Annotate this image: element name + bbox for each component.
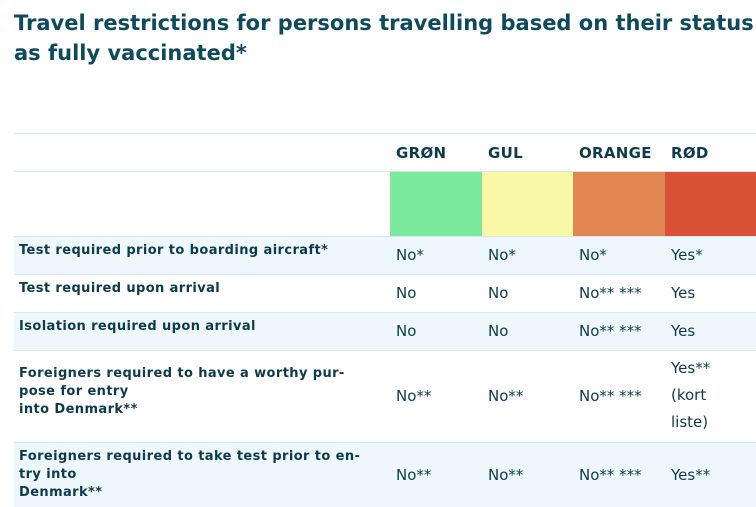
- row-value: No** ***: [579, 466, 642, 484]
- column-header-orange: ORANGE: [579, 144, 652, 162]
- table-row: Foreigners required to have a worthy pur…: [14, 350, 756, 442]
- row-value: No*: [579, 246, 607, 264]
- row-label-line: Foreigners required to have a worthy pur…: [19, 366, 345, 381]
- row-value: Yes: [671, 322, 696, 340]
- row-value: No** ***: [579, 387, 642, 405]
- row-value: No*: [396, 246, 424, 264]
- row-value: No: [488, 284, 509, 302]
- color-swatch-row: [14, 171, 756, 236]
- column-header-gul: GUL: [488, 144, 523, 162]
- row-value: Yes** (kort liste): [665, 351, 756, 442]
- row-value: No** ***: [579, 322, 642, 340]
- swatch-gul: [482, 172, 573, 236]
- column-header-gron: GRØN: [396, 144, 447, 162]
- row-value-line: Yes**: [671, 359, 711, 377]
- row-label: Test required prior to boarding aircraft…: [19, 243, 329, 258]
- row-label: Foreigners required to have a worthy pur…: [14, 351, 390, 442]
- row-label-line: pose for entry: [19, 384, 129, 399]
- column-header-rod: RØD: [671, 144, 709, 162]
- row-value: No: [396, 284, 417, 302]
- swatch-orange: [573, 172, 665, 236]
- row-value: No**: [488, 466, 524, 484]
- row-value-line: liste): [671, 413, 709, 431]
- row-value: No: [396, 322, 417, 340]
- page-title: Travel restrictions for persons travelli…: [14, 11, 754, 65]
- row-value: No**: [488, 387, 524, 405]
- row-value-line: (kort: [671, 386, 707, 404]
- swatch-rod: [665, 172, 756, 236]
- table-header-row: GRØN GUL ORANGE RØD: [14, 133, 756, 171]
- swatch-empty-cell: [14, 172, 390, 236]
- row-value: Yes: [671, 284, 696, 302]
- table-row: Isolation required upon arrival No No No…: [14, 312, 756, 350]
- row-label-line: Foreigners required to take test prior t…: [19, 449, 361, 464]
- table-row: Foreigners required to take test prior t…: [14, 442, 756, 507]
- table-row: Test required prior to boarding aircraft…: [14, 236, 756, 274]
- row-value: No: [488, 322, 509, 340]
- header-empty-cell: [14, 134, 390, 171]
- row-value: No** ***: [579, 284, 642, 302]
- row-label-line: into Denmark**: [19, 402, 138, 417]
- row-label: Test required upon arrival: [19, 281, 221, 296]
- row-label-line: try into: [19, 467, 77, 482]
- table-row: Test required upon arrival No No No** **…: [14, 274, 756, 312]
- row-value: Yes**: [671, 466, 711, 484]
- travel-restrictions-table: GRØN GUL ORANGE RØD Test required prior …: [14, 133, 756, 507]
- row-value: No*: [488, 246, 516, 264]
- row-label: Foreigners required to take test prior t…: [14, 443, 390, 507]
- row-value: Yes*: [671, 246, 703, 264]
- row-label: Isolation required upon arrival: [19, 319, 256, 334]
- row-label-line: Denmark**: [19, 485, 103, 500]
- swatch-gron: [390, 172, 482, 236]
- row-value: No**: [396, 387, 432, 405]
- row-value: No**: [396, 466, 432, 484]
